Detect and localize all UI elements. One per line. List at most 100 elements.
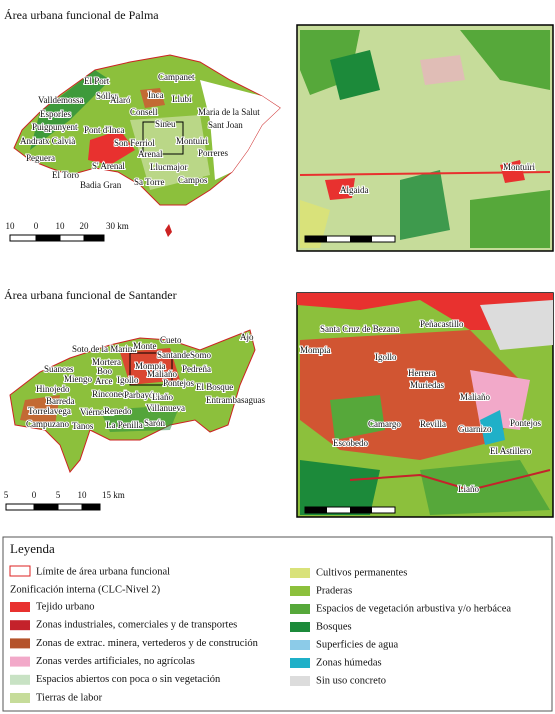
place-label: Pont d'Inca	[84, 125, 124, 135]
legend-subtitle: Zonificación interna (CLC-Nivel 2)	[10, 584, 161, 595]
santander-map	[9, 329, 256, 473]
place-label: Viérnoles	[80, 407, 115, 417]
place-label: Maliaño	[147, 369, 177, 379]
scale-label: 0	[34, 221, 39, 231]
legend-swatch	[10, 602, 30, 612]
place-label: Sarón	[144, 418, 165, 428]
inset-label: Peñacastillo	[420, 319, 464, 329]
scale-label: 15 km	[102, 490, 125, 500]
scale-label: 10	[78, 490, 88, 500]
legend-label: Zonas industriales, comerciales y de tra…	[36, 620, 237, 631]
palma-inset	[296, 24, 554, 252]
place-label: Liaño	[152, 392, 173, 402]
place-label: Mompía	[135, 361, 166, 371]
scale-label: 10	[56, 221, 66, 231]
scale-bar	[81, 503, 101, 511]
inset-label: Montuïri	[503, 162, 536, 172]
panel-title: Área urbana funcional de Santander	[4, 288, 177, 302]
place-label: Pedreña	[182, 364, 211, 374]
place-label: Soto de la Marina	[72, 344, 136, 354]
place-label: Campanet	[158, 72, 195, 82]
santander-inset	[296, 292, 554, 518]
place-label: Tanos	[72, 421, 94, 431]
place-label: Pontejos	[163, 378, 195, 388]
legend-swatch	[290, 622, 310, 632]
legend-boundary: Límite de área urbana funcional	[36, 566, 170, 577]
legend-label: Espacios de vegetación arbustiva y/o her…	[316, 603, 511, 614]
palma-map	[13, 54, 281, 237]
place-label: Maria de la Salut	[198, 107, 260, 117]
place-label: Miengo	[64, 374, 92, 384]
scale-label: 5	[56, 490, 61, 500]
place-label: Inca	[148, 90, 164, 100]
place-label: Sant Joan	[208, 120, 243, 130]
inset-label: Muriedas	[410, 380, 444, 390]
inset-label: Liaño	[458, 484, 479, 494]
legend-label: Zonas de extrac. minera, vertederos y de…	[36, 638, 259, 649]
legend-swatch	[290, 658, 310, 668]
scale-bar	[9, 234, 37, 242]
inset-label: Escobedo	[333, 438, 368, 448]
legend-swatch	[290, 640, 310, 650]
inset-label: Algaida	[340, 185, 369, 195]
place-label: Villanueva	[146, 403, 185, 413]
legend-box	[2, 536, 553, 712]
scale-bar	[5, 503, 35, 511]
legend-label: Tejido urbano	[36, 601, 94, 612]
place-label: El Toro	[52, 170, 79, 180]
place-label: Ajo	[240, 332, 254, 342]
inset-label: Revilla	[420, 419, 446, 429]
legend-swatch	[10, 638, 30, 649]
legend-swatch	[10, 693, 30, 703]
place-label: Parbayón	[124, 390, 158, 400]
legend-label: Sin uso concreto	[316, 675, 386, 686]
legend-label: Cultivos permanentes	[316, 567, 407, 578]
place-label: S' Arenal	[92, 161, 125, 171]
panel-title: Área urbana funcional de Palma	[4, 8, 159, 22]
scale-bar	[57, 503, 83, 511]
inset-label: Guarnizo	[458, 424, 492, 434]
scale-bar	[83, 234, 105, 242]
place-label: Peguera	[26, 153, 55, 163]
legend-swatch	[290, 604, 310, 614]
inset-label: Pontejos	[510, 418, 542, 428]
legend-label: Zonas verdes artificiales, no agrícolas	[36, 656, 195, 667]
legend-swatch	[290, 568, 310, 578]
place-label: Sineu	[155, 119, 176, 129]
scale-label: 20	[80, 221, 90, 231]
scale-bar	[59, 234, 85, 242]
place-label: El Bosque	[196, 382, 233, 392]
legend-swatch	[290, 586, 310, 596]
inset-label: Herrera	[408, 368, 435, 378]
place-label: Alaró	[110, 95, 131, 105]
place-label: Boo	[97, 366, 113, 376]
place-label: Campos	[178, 175, 208, 185]
legend-label: Zonas húmedas	[316, 657, 382, 668]
inset-label: Maliaño	[460, 392, 490, 402]
place-label: Renedo	[104, 406, 132, 416]
place-label: Arce	[95, 376, 113, 386]
legend-swatch	[10, 656, 30, 667]
place-label: Llubí	[172, 94, 192, 104]
place-label: Esporles	[40, 109, 71, 119]
legend-title: Leyenda	[10, 541, 55, 556]
labels: El Port Sóller Campanet Valldemossa Alaró Inc…	[4, 71, 543, 703]
place-label: Llucmajor	[150, 162, 188, 172]
place-label: Santander	[157, 350, 193, 360]
inset-label: Mompía	[300, 345, 331, 355]
boundary-swatch	[9, 565, 31, 577]
place-label: Badia Gran	[80, 180, 122, 190]
legend-label: Espacios abiertos con poca o sin vegetac…	[36, 674, 221, 685]
place-label: Sa Torre	[134, 177, 164, 187]
scale-label: 30 km	[106, 221, 129, 231]
inset-label: Igollo	[375, 352, 397, 362]
scale-label: 5	[4, 490, 9, 500]
scale-label: 10	[6, 221, 16, 231]
legend-swatch	[10, 674, 30, 685]
inset-label: Santa Cruz de Bezana	[320, 324, 399, 334]
place-label: Suances	[44, 364, 74, 374]
place-label: Cueto	[160, 335, 182, 345]
scale-bar	[35, 234, 61, 242]
